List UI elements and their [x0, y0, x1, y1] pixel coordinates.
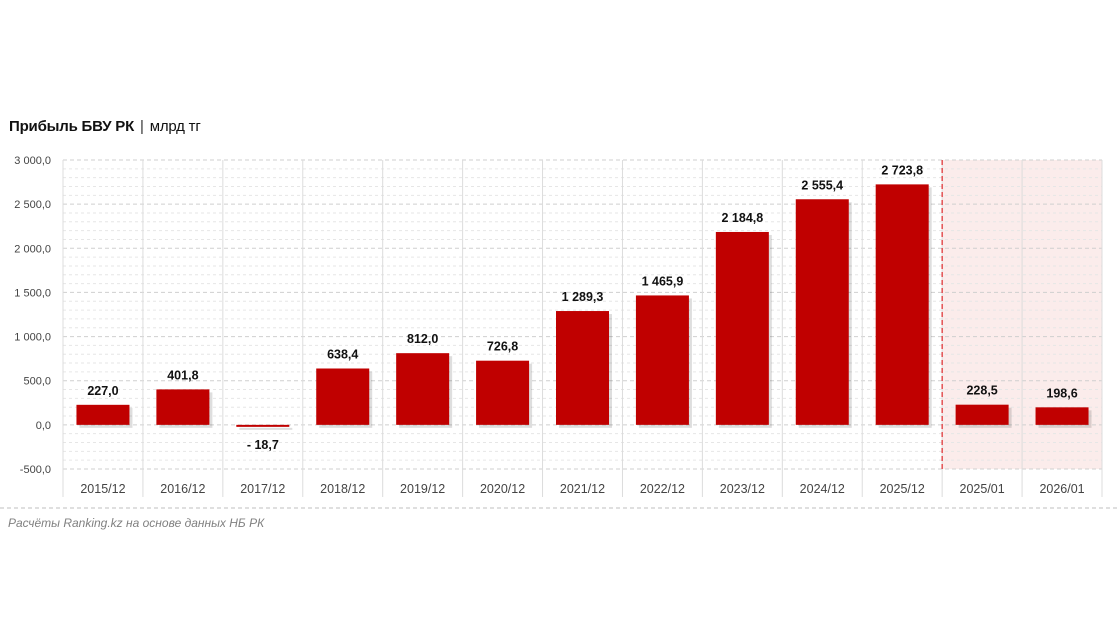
x-tick-label: 2019/12: [400, 482, 445, 496]
data-label: 198,6: [1046, 386, 1077, 400]
data-label: 1 289,3: [562, 290, 604, 304]
x-tick-label: 2024/12: [800, 482, 845, 496]
data-label: 726,8: [487, 340, 518, 354]
bar: [875, 184, 929, 425]
x-tick-label: 2015/12: [80, 482, 125, 496]
y-tick-label: 3 000,0: [14, 155, 51, 167]
x-tick-label: 2025/12: [880, 482, 925, 496]
bar: [955, 404, 1009, 425]
chart-title-separator: |: [140, 118, 144, 135]
x-tick-label: 2023/12: [720, 482, 765, 496]
data-label: 638,4: [327, 347, 358, 361]
y-tick-label: 2 000,0: [14, 243, 51, 255]
bar-shadow: [239, 427, 293, 430]
x-tick-label: 2026/01: [1039, 482, 1084, 496]
bar: [396, 353, 450, 425]
data-label: 2 555,4: [801, 178, 843, 192]
data-label: 1 465,9: [642, 274, 684, 288]
bar: [635, 295, 689, 425]
data-label: 2 184,8: [721, 211, 763, 225]
y-tick-label: 1 500,0: [14, 287, 51, 299]
bar: [1035, 407, 1089, 425]
x-tick-label: 2021/12: [560, 482, 605, 496]
data-label: - 18,7: [247, 438, 279, 452]
bar: [156, 389, 210, 425]
x-tick-label: 2022/12: [640, 482, 685, 496]
data-label: 812,0: [407, 332, 438, 346]
y-tick-label: 0,0: [36, 420, 51, 432]
bar: [715, 231, 769, 425]
y-tick-label: -500,0: [20, 464, 51, 476]
data-label: 2 723,8: [881, 163, 923, 177]
x-tick-label: 2020/12: [480, 482, 525, 496]
x-tick-label: 2025/01: [960, 482, 1005, 496]
bar: [236, 424, 290, 427]
bar: [556, 311, 609, 425]
source-note: Расчёты Ranking.kz на основе данных НБ Р…: [8, 516, 265, 530]
bar: [76, 404, 130, 425]
data-label: 401,8: [167, 368, 198, 382]
x-tick-label: 2017/12: [240, 482, 285, 496]
chart-unit: млрд тг: [149, 118, 201, 135]
x-tick-label: 2016/12: [160, 482, 205, 496]
data-label: 228,5: [966, 384, 997, 398]
bar: [316, 368, 370, 425]
chart-title-text: Прибыль БВУ РК: [9, 118, 135, 135]
chart-title: Прибыль БВУ РК | млрд тг: [9, 118, 201, 135]
y-tick-label: 1 000,0: [14, 332, 51, 344]
data-label: 227,0: [87, 384, 118, 398]
y-tick-label: 500,0: [23, 376, 51, 388]
bar: [476, 360, 530, 425]
y-tick-label: 2 500,0: [14, 199, 51, 211]
bar: [795, 199, 849, 425]
x-tick-label: 2018/12: [320, 482, 365, 496]
